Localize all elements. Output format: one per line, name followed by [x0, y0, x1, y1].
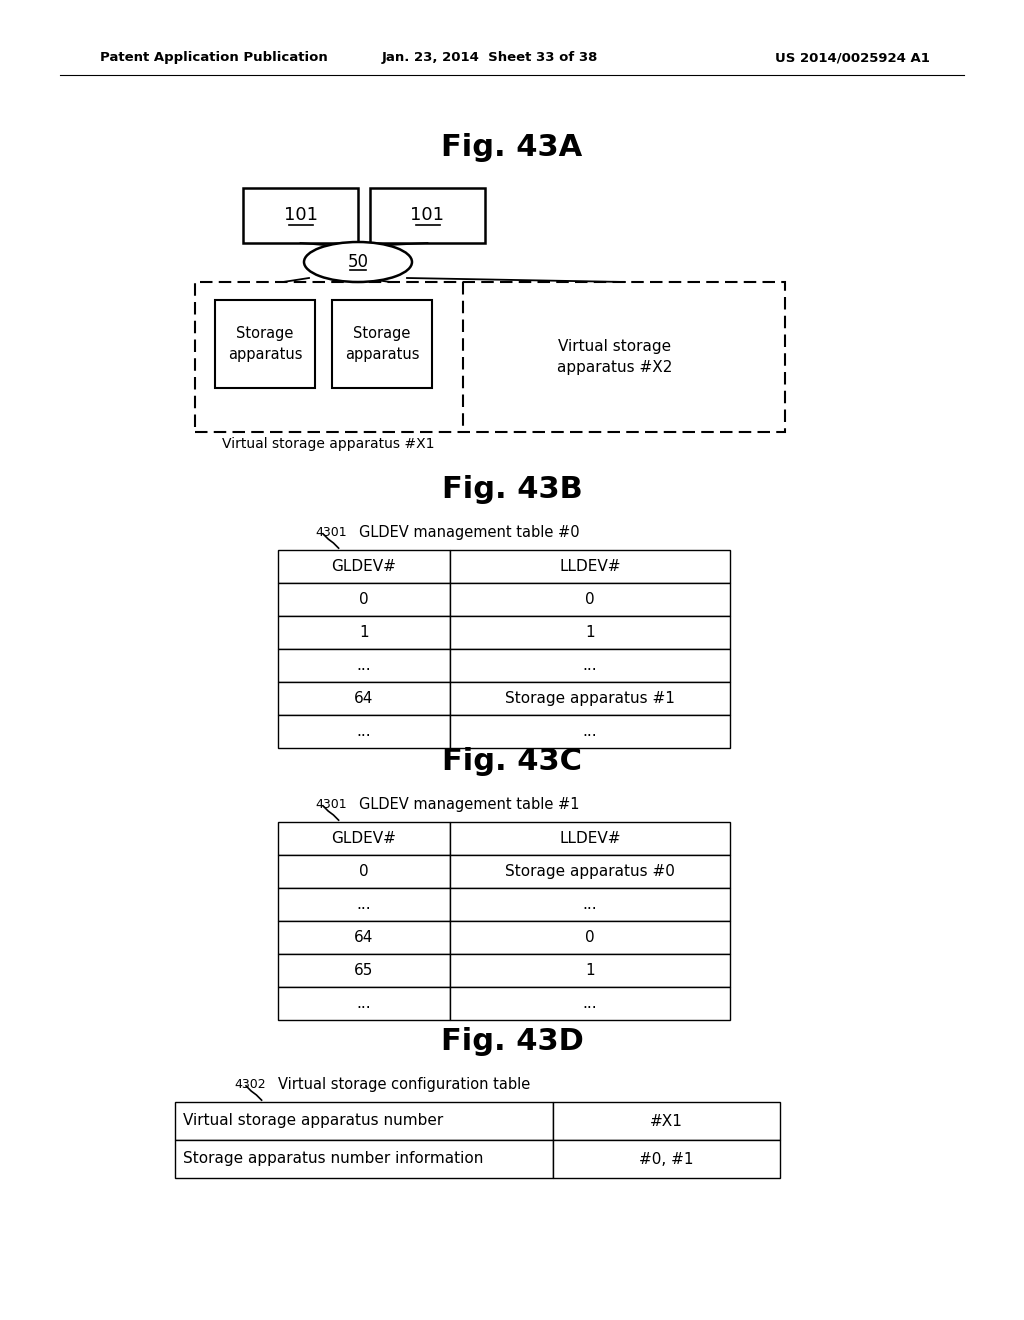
Bar — [278, 649, 450, 682]
Text: 64: 64 — [354, 690, 374, 706]
Bar — [450, 550, 730, 583]
Text: LLDEV#: LLDEV# — [559, 558, 621, 574]
Text: 101: 101 — [284, 206, 317, 224]
Bar — [215, 300, 315, 388]
Bar — [450, 649, 730, 682]
Text: Storage apparatus #0: Storage apparatus #0 — [505, 865, 675, 879]
Bar — [278, 888, 450, 921]
Text: Virtual storage
apparatus #X2: Virtual storage apparatus #X2 — [557, 339, 673, 375]
Text: GLDEV management table #1: GLDEV management table #1 — [359, 797, 580, 813]
Bar — [195, 282, 785, 432]
Text: Fig. 43B: Fig. 43B — [441, 475, 583, 504]
Text: ...: ... — [583, 997, 597, 1011]
Text: 64: 64 — [354, 931, 374, 945]
Text: #0, #1: #0, #1 — [639, 1151, 694, 1167]
Bar — [553, 1140, 780, 1177]
Text: ...: ... — [583, 657, 597, 673]
Text: Fig. 43A: Fig. 43A — [441, 133, 583, 162]
Text: 4302: 4302 — [234, 1078, 265, 1092]
Text: 1: 1 — [585, 624, 595, 640]
Bar — [278, 822, 450, 855]
Text: ...: ... — [356, 898, 371, 912]
Bar — [332, 300, 432, 388]
Text: 101: 101 — [411, 206, 444, 224]
Text: 0: 0 — [359, 591, 369, 607]
Text: Patent Application Publication: Patent Application Publication — [100, 51, 328, 65]
Text: Virtual storage configuration table: Virtual storage configuration table — [278, 1077, 530, 1093]
Bar — [450, 855, 730, 888]
Bar — [450, 888, 730, 921]
Text: GLDEV management table #0: GLDEV management table #0 — [359, 525, 580, 540]
Bar — [450, 987, 730, 1020]
Bar — [278, 550, 450, 583]
Bar — [278, 682, 450, 715]
Bar — [450, 715, 730, 748]
Bar — [278, 616, 450, 649]
Text: GLDEV#: GLDEV# — [332, 558, 396, 574]
Text: Storage apparatus #1: Storage apparatus #1 — [505, 690, 675, 706]
Bar — [553, 1102, 780, 1140]
Bar — [450, 616, 730, 649]
Bar — [450, 954, 730, 987]
Text: Fig. 43C: Fig. 43C — [442, 747, 582, 776]
Text: #X1: #X1 — [650, 1114, 683, 1129]
Text: Virtual storage apparatus #X1: Virtual storage apparatus #X1 — [222, 437, 434, 451]
Text: 0: 0 — [585, 591, 595, 607]
Bar — [278, 715, 450, 748]
Text: 1: 1 — [585, 964, 595, 978]
Bar — [175, 1102, 553, 1140]
Text: 4301: 4301 — [315, 799, 347, 812]
Bar — [278, 855, 450, 888]
Text: Virtual storage apparatus number: Virtual storage apparatus number — [183, 1114, 443, 1129]
Bar — [278, 987, 450, 1020]
Text: 50: 50 — [347, 253, 369, 271]
Text: 1: 1 — [359, 624, 369, 640]
Text: 65: 65 — [354, 964, 374, 978]
Ellipse shape — [304, 242, 412, 282]
Bar — [278, 921, 450, 954]
Text: ...: ... — [583, 898, 597, 912]
Text: ...: ... — [356, 723, 371, 739]
Bar — [278, 583, 450, 616]
Text: ...: ... — [356, 657, 371, 673]
Bar — [450, 921, 730, 954]
Bar — [370, 187, 485, 243]
Text: 0: 0 — [585, 931, 595, 945]
Text: Jan. 23, 2014  Sheet 33 of 38: Jan. 23, 2014 Sheet 33 of 38 — [382, 51, 598, 65]
Text: GLDEV#: GLDEV# — [332, 832, 396, 846]
Bar — [278, 954, 450, 987]
Text: LLDEV#: LLDEV# — [559, 832, 621, 846]
Bar — [175, 1140, 553, 1177]
Text: Fig. 43D: Fig. 43D — [440, 1027, 584, 1056]
Text: ...: ... — [583, 723, 597, 739]
Bar — [450, 583, 730, 616]
Text: 4301: 4301 — [315, 527, 347, 540]
Text: Storage
apparatus: Storage apparatus — [345, 326, 419, 362]
Text: ...: ... — [356, 997, 371, 1011]
Bar — [243, 187, 358, 243]
Text: 0: 0 — [359, 865, 369, 879]
Text: US 2014/0025924 A1: US 2014/0025924 A1 — [775, 51, 930, 65]
Bar — [450, 822, 730, 855]
Text: Storage apparatus number information: Storage apparatus number information — [183, 1151, 483, 1167]
Text: Storage
apparatus: Storage apparatus — [227, 326, 302, 362]
Bar — [450, 682, 730, 715]
